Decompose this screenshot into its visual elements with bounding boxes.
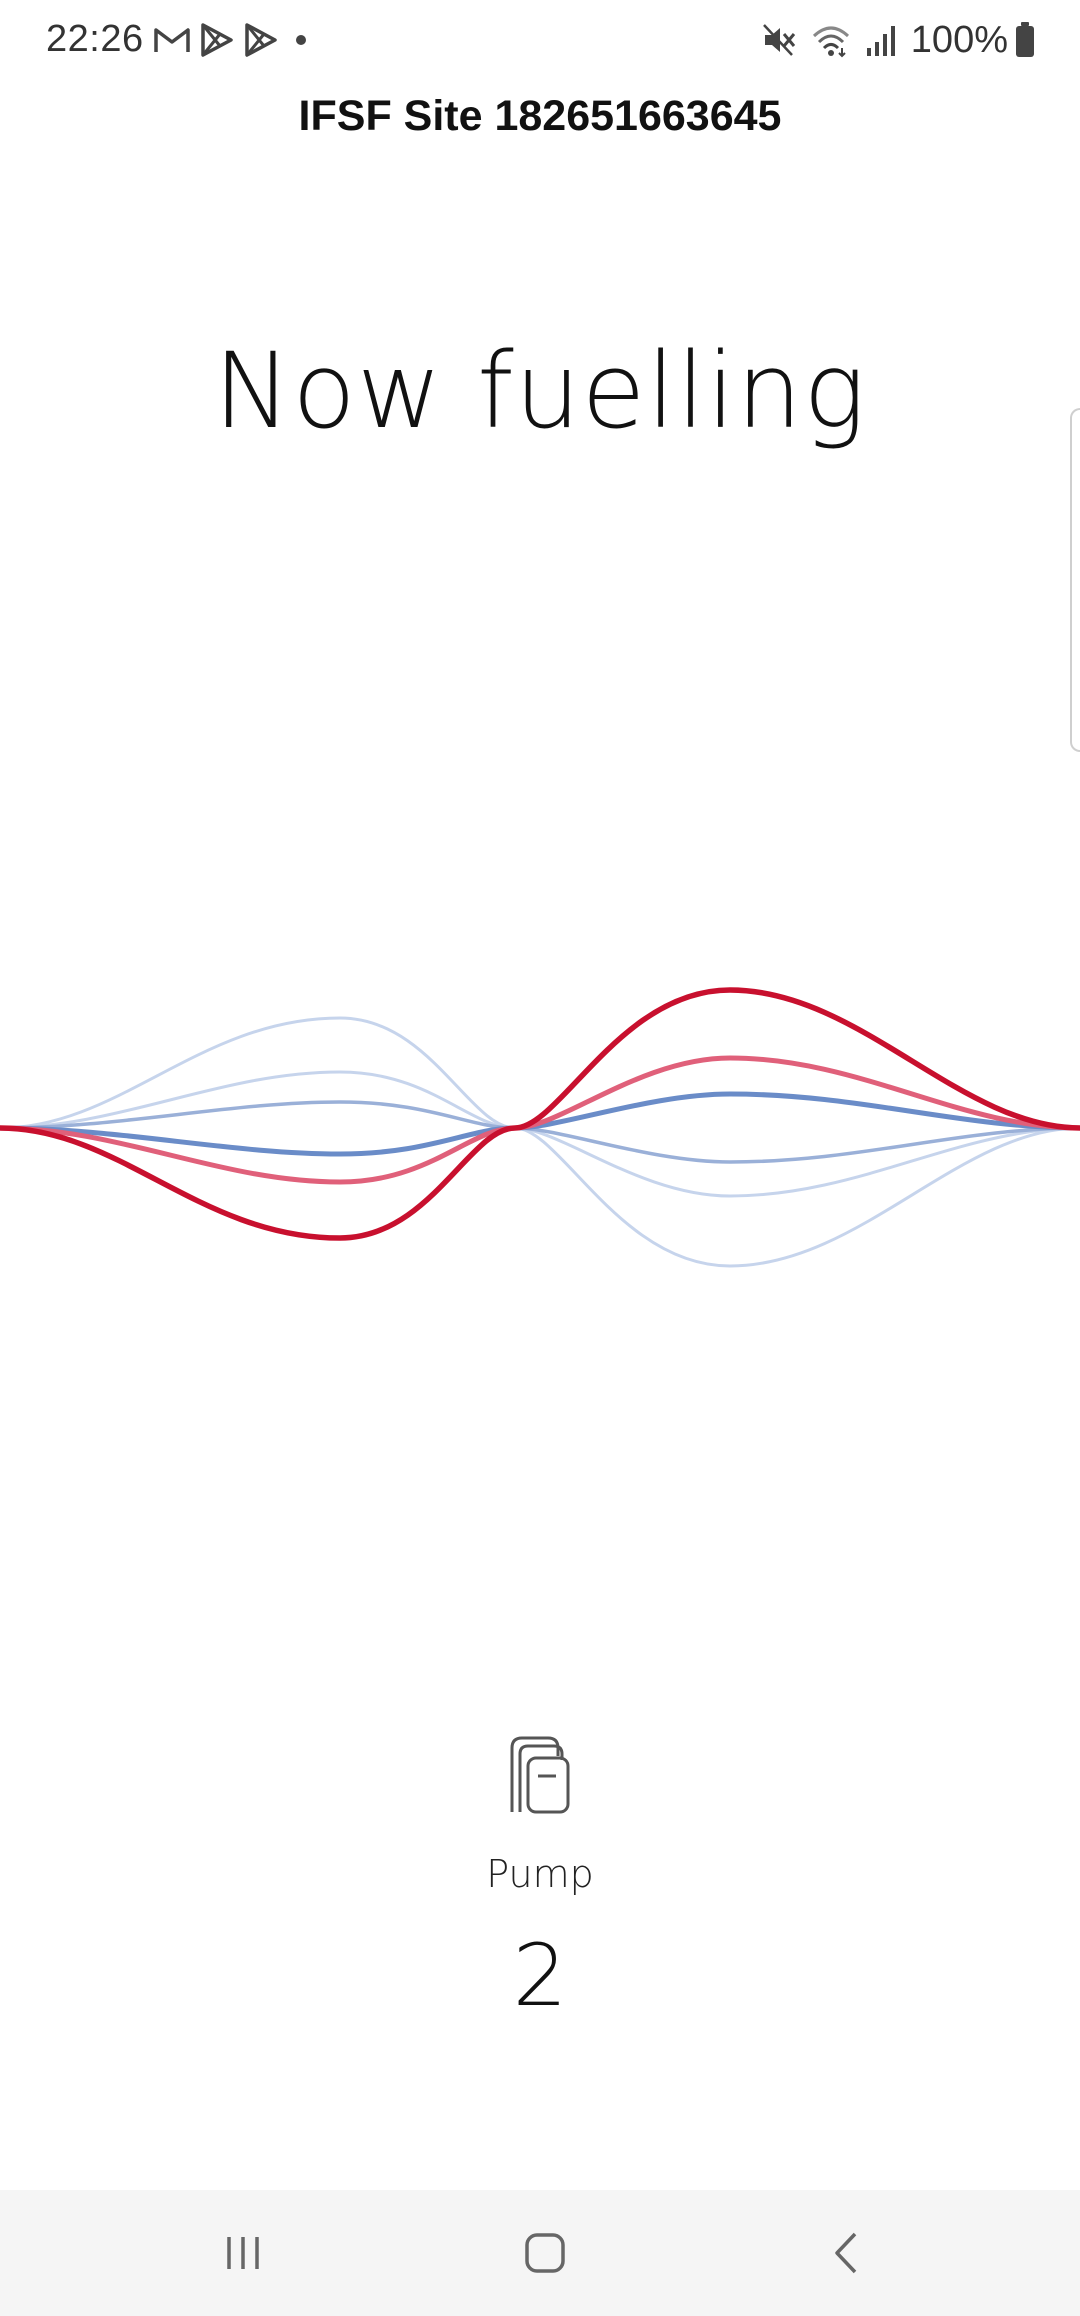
gmail-icon bbox=[154, 28, 190, 52]
battery-icon bbox=[1016, 22, 1034, 57]
status-notification-icons bbox=[152, 20, 322, 60]
wave-line-blue-pale bbox=[0, 1070, 1080, 1198]
pump-label: Pump bbox=[486, 1852, 594, 1896]
page-title: IFSF Site 182651663645 bbox=[298, 92, 782, 140]
fuelling-status-heading: Now fuelling bbox=[213, 330, 867, 452]
back-icon bbox=[835, 2232, 857, 2274]
recent-apps-button[interactable] bbox=[198, 2218, 288, 2288]
recent-apps-icon bbox=[227, 2237, 259, 2269]
status-time: 22:26 bbox=[46, 18, 144, 60]
notification-dot-icon bbox=[296, 35, 306, 45]
edge-panel-handle[interactable] bbox=[1070, 408, 1080, 752]
play-store-icon bbox=[245, 23, 277, 57]
wave-line-red bbox=[0, 987, 1080, 1241]
wifi-icon bbox=[812, 26, 849, 58]
home-button[interactable] bbox=[500, 2218, 590, 2288]
fuel-pump-icon bbox=[510, 1736, 570, 1814]
play-store-icon bbox=[201, 23, 233, 57]
system-nav-bar bbox=[0, 2190, 1080, 2316]
fuelling-wave-animation bbox=[0, 987, 1080, 1268]
status-system-icons: 100% bbox=[747, 18, 1036, 62]
home-icon bbox=[525, 2233, 565, 2273]
pump-number: 2 bbox=[512, 1926, 568, 2026]
signal-icon bbox=[866, 26, 895, 56]
mute-icon bbox=[762, 24, 795, 56]
battery-percent: 100% bbox=[910, 18, 1008, 61]
back-button[interactable] bbox=[802, 2218, 892, 2288]
status-bar: 22:26 bbox=[0, 0, 1080, 80]
